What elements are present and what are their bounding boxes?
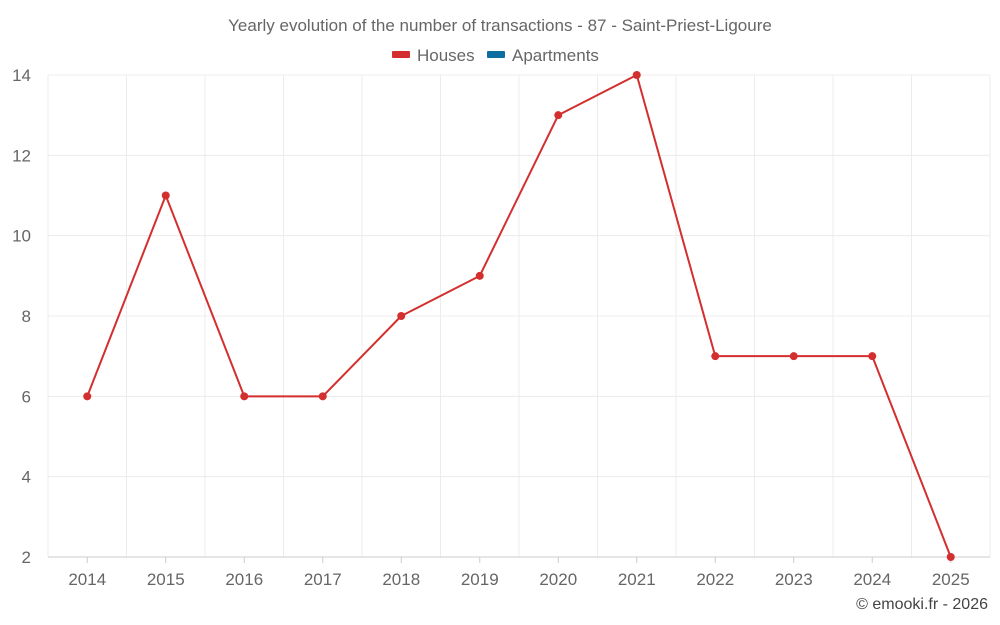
x-tick-label-2023: 2023: [775, 570, 813, 589]
y-tick-label: 8: [22, 307, 31, 326]
data-point-houses-2024[interactable]: [868, 352, 877, 361]
data-point-houses-2017[interactable]: [318, 392, 327, 401]
legend-label-apartments: Apartments: [512, 46, 599, 65]
legend-label-houses: Houses: [417, 46, 475, 65]
x-tick-label-2019: 2019: [461, 570, 499, 589]
x-tick-label-2021: 2021: [618, 570, 656, 589]
chart-title: Yearly evolution of the number of transa…: [228, 16, 772, 35]
series-line-houses: [86, 74, 952, 558]
y-axis-ticks: 2 4 6 8 10 12 14: [12, 66, 31, 567]
data-point-houses-2020[interactable]: [554, 111, 563, 120]
data-point-houses-2016[interactable]: [240, 392, 249, 401]
x-tick-label-2016: 2016: [225, 570, 263, 589]
x-tick-label-2017: 2017: [304, 570, 342, 589]
data-point-houses-2021[interactable]: [632, 71, 641, 79]
data-point-houses-2018[interactable]: [397, 312, 406, 320]
legend: Houses Apartments: [392, 46, 599, 65]
y-tick-label: 10: [12, 227, 31, 246]
credit-text: © emooki.fr - 2026: [856, 596, 988, 613]
data-point-houses-2014[interactable]: [83, 392, 92, 401]
x-tick-label-2024: 2024: [853, 570, 891, 589]
legend-swatch-houses: [392, 51, 410, 58]
data-point-houses-2019[interactable]: [475, 271, 484, 280]
legend-swatch-apartments: [487, 51, 505, 58]
y-tick-label: 6: [22, 387, 31, 406]
legend-item-houses[interactable]: Houses: [392, 46, 475, 65]
legend-item-apartments[interactable]: Apartments: [487, 46, 599, 65]
x-tick-label-2025: 2025: [932, 570, 970, 589]
x-tick-label-2022: 2022: [696, 570, 734, 589]
y-tick-label: 2: [22, 548, 31, 567]
x-tick-label-2014: 2014: [68, 570, 106, 589]
data-point-houses-2025[interactable]: [946, 553, 955, 561]
y-tick-label: 12: [12, 146, 31, 165]
gridlines: [47, 74, 991, 558]
data-point-houses-2015[interactable]: [161, 191, 170, 200]
x-tick-label-2015: 2015: [147, 570, 185, 589]
data-point-houses-2022[interactable]: [711, 352, 720, 361]
x-tick-label-2020: 2020: [539, 570, 577, 589]
series-layer: [83, 71, 955, 561]
y-tick-label: 4: [22, 468, 31, 487]
x-tick-label-2018: 2018: [382, 570, 420, 589]
data-point-houses-2023[interactable]: [789, 352, 798, 361]
x-axis-ticks: 2014 2015 2016 2017 2018 2019 2020 2021 2022 2023…: [68, 557, 970, 589]
y-tick-label: 14: [12, 66, 31, 85]
